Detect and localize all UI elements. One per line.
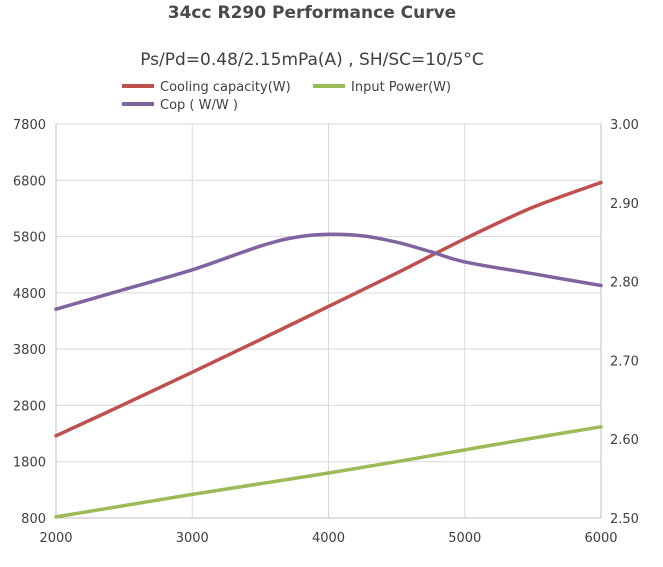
chart-subtitle: Ps/Pd=0.48/2.15mPa(A) , SH/SC=10/5°C <box>140 50 484 70</box>
y-left-tick-label: 2800 <box>13 399 46 414</box>
x-tick-label: 4000 <box>312 531 345 546</box>
legend-label-cop: Cop ( W/W ) <box>160 98 238 113</box>
grid-lines <box>56 123 601 519</box>
y-right-tick-label: 2.70 <box>610 354 639 369</box>
x-tick-label: 5000 <box>448 531 481 546</box>
series-lines <box>54 180 603 519</box>
y-left-tick-label: 4800 <box>13 287 46 302</box>
x-tick-label: 2000 <box>39 531 72 546</box>
y-right-tick-label: 2.90 <box>610 197 639 212</box>
legend-label-cooling: Cooling capacity(W) <box>160 80 291 95</box>
legend: Cooling capacity(W) Input Power(W) Cop (… <box>122 80 451 113</box>
legend-label-input-power: Input Power(W) <box>351 80 451 95</box>
series-line-cooling-capacity <box>54 180 603 438</box>
series-line-input-power <box>54 425 603 519</box>
y-left-tick-label: 5800 <box>13 231 46 246</box>
y-left-tick-labels: 800 1800 2800 3800 4800 5800 6800 7800 <box>13 118 46 527</box>
y-right-tick-label: 2.80 <box>610 276 639 291</box>
y-left-tick-label: 6800 <box>13 174 46 189</box>
y-right-tick-label: 2.50 <box>610 512 639 527</box>
y-right-tick-labels: 2.50 2.60 2.70 2.80 2.90 3.00 <box>610 118 639 527</box>
y-right-tick-label: 3.00 <box>610 118 639 133</box>
y-left-tick-label: 1800 <box>13 456 46 471</box>
axes <box>55 124 602 519</box>
x-tick-label: 6000 <box>584 531 617 546</box>
y-left-tick-label: 800 <box>21 512 46 527</box>
y-left-tick-label: 7800 <box>13 118 46 133</box>
series-line-cop <box>54 232 603 311</box>
y-left-tick-label: 3800 <box>13 343 46 358</box>
x-tick-labels: 2000 3000 4000 5000 6000 <box>39 531 617 546</box>
chart-title: 34cc R290 Performance Curve <box>168 3 456 23</box>
x-tick-label: 3000 <box>176 531 209 546</box>
y-right-tick-label: 2.60 <box>610 433 639 448</box>
